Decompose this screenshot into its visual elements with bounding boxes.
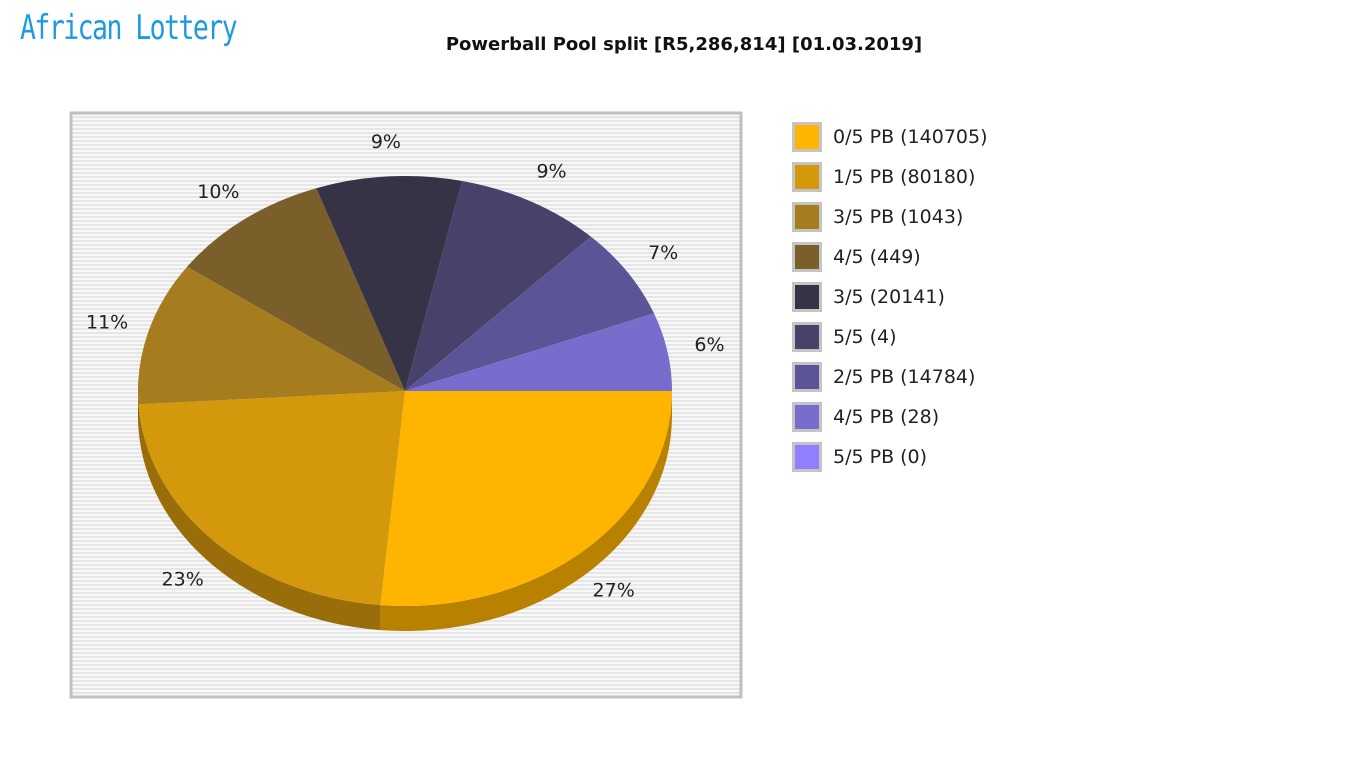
pie-chart: 27% 23% 11% 10% 9% 9% 7% 6% [69, 111, 743, 699]
legend-item: 2/5 PB (14784) [792, 362, 988, 402]
legend-item: 3/5 (20141) [792, 282, 988, 322]
legend-label: 4/5 PB (28) [833, 406, 940, 428]
slice-percent-label: 7% [648, 242, 678, 264]
legend-swatch [792, 122, 822, 152]
legend-swatch [792, 282, 822, 312]
legend-swatch [792, 162, 822, 192]
slice-percent-label: 23% [162, 569, 204, 591]
legend-label: 3/5 (20141) [833, 286, 945, 308]
legend-label: 2/5 PB (14784) [833, 366, 976, 388]
pie-slice-side [138, 391, 139, 430]
pie-slice [405, 313, 672, 391]
legend-swatch [792, 442, 822, 472]
pie-slice [405, 236, 654, 391]
chart-title-text: Powerball Pool split [R5,286,814] [01.03… [445, 34, 923, 55]
legend-item: 3/5 PB (1043) [792, 202, 988, 242]
legend-label: 5/5 (4) [833, 326, 897, 348]
legend-label: 0/5 PB (140705) [833, 126, 988, 148]
slice-percent-label: 27% [593, 579, 635, 601]
african-lottery-logo[interactable]: African Lottery [20, 8, 238, 48]
legend-item: 4/5 PB (28) [792, 402, 988, 442]
slice-percent-label: 10% [197, 181, 239, 203]
slice-percent-label: 9% [371, 131, 401, 153]
pie-slice-side [138, 404, 381, 631]
slice-percent-label: 6% [694, 334, 724, 356]
legend-item: 1/5 PB (80180) [792, 162, 988, 202]
pie-slice [380, 391, 672, 606]
legend-label: 4/5 (449) [833, 246, 921, 268]
legend-label: 5/5 PB (0) [833, 446, 928, 468]
pie-slice [187, 188, 405, 391]
legend-item: 5/5 (4) [792, 322, 988, 362]
pie-slice [138, 391, 405, 606]
legend-swatch [792, 242, 822, 272]
legend-swatch [792, 402, 822, 432]
pie-slice [316, 176, 463, 391]
slice-percent-label: 9% [536, 160, 566, 182]
legend-item: 5/5 PB (0) [792, 442, 988, 482]
legend-swatch [792, 322, 822, 352]
pie-slice [405, 180, 591, 391]
pie-slice [137, 266, 405, 405]
chart-title: Powerball Pool split [R5,286,814] [01.03… [0, 34, 1366, 55]
legend-swatch [792, 362, 822, 392]
legend-swatch [792, 202, 822, 232]
pie-slice-side [380, 391, 672, 631]
legend-item: 4/5 (449) [792, 242, 988, 282]
legend: 0/5 PB (140705) 1/5 PB (80180) 3/5 PB (104… [792, 122, 988, 482]
legend-item: 0/5 PB (140705) [792, 122, 988, 162]
legend-label: 1/5 PB (80180) [833, 166, 976, 188]
slice-percent-label: 11% [86, 312, 128, 334]
legend-label: 3/5 PB (1043) [833, 206, 964, 228]
